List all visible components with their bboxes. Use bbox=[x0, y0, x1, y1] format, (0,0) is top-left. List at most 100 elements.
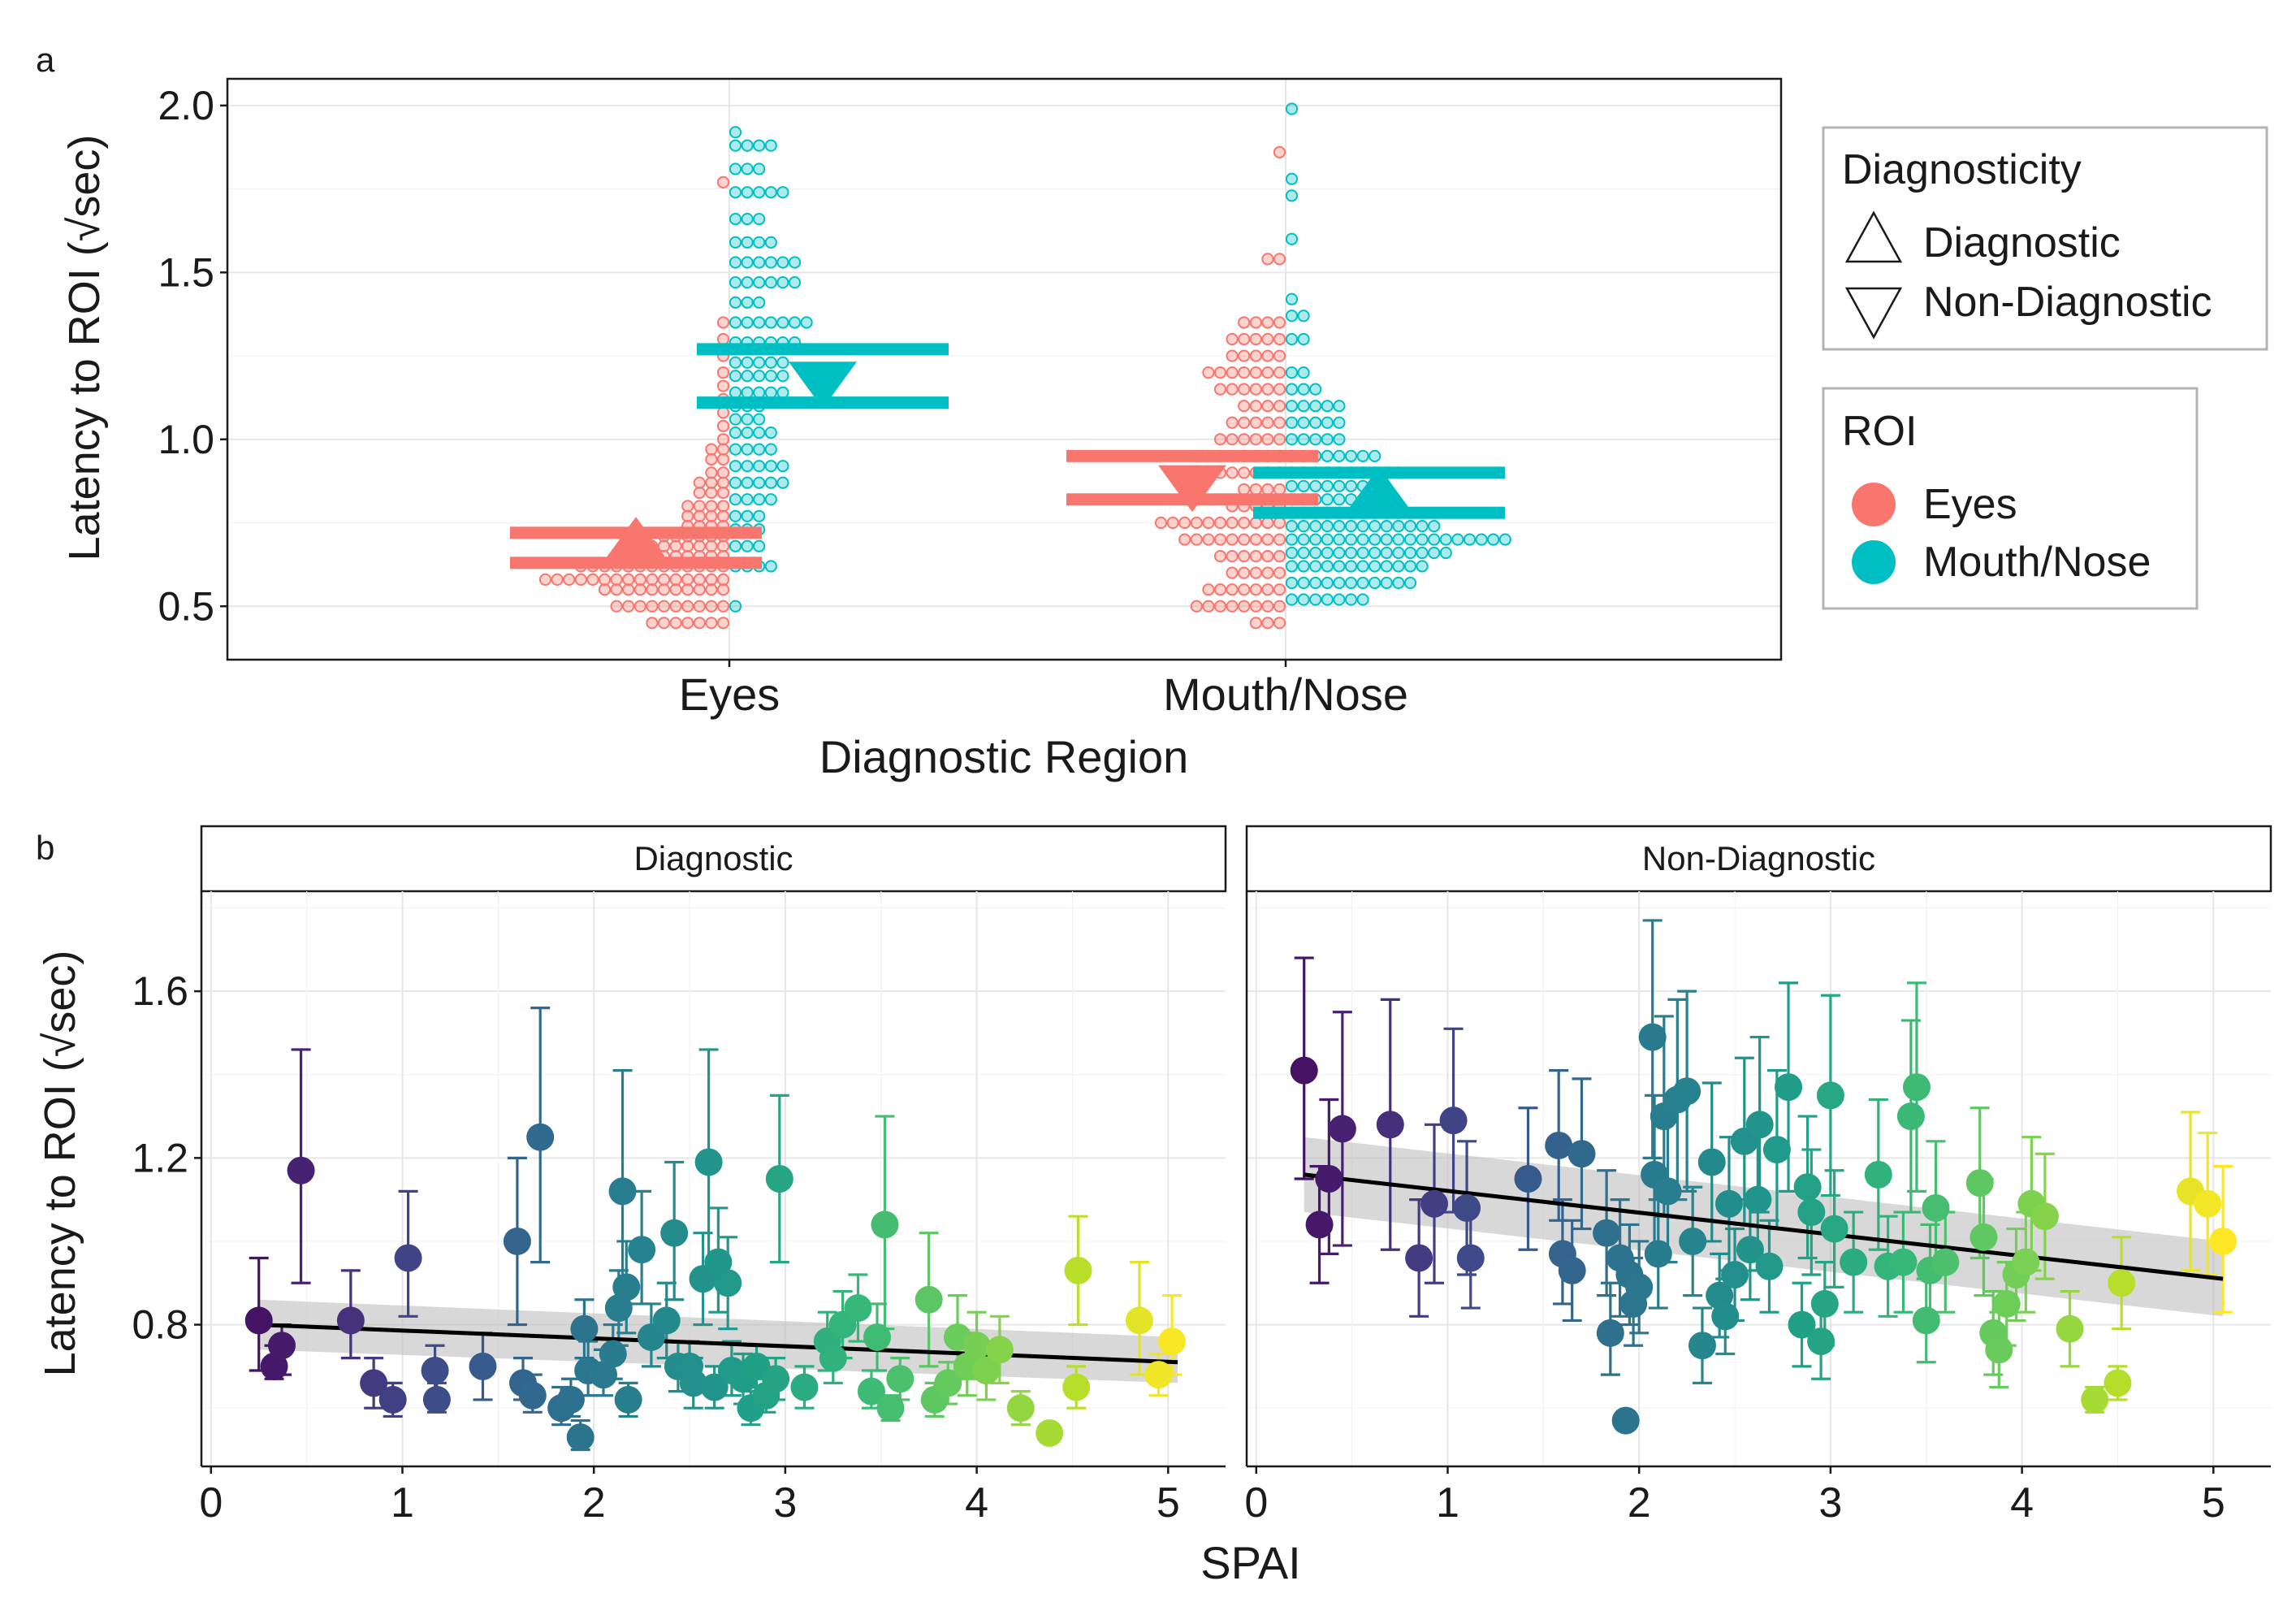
panel-a-dot bbox=[1333, 449, 1346, 462]
legend-roi-title: ROI bbox=[1842, 408, 1917, 455]
panel-a-letter: a bbox=[36, 41, 55, 79]
panel-a-dot bbox=[1403, 560, 1417, 573]
facet-non-diagnostic: Non-Diagnostic bbox=[1245, 825, 2272, 1468]
panel-a-dot bbox=[622, 600, 635, 613]
panel-a-dot bbox=[705, 476, 718, 489]
panel-a-dot bbox=[1285, 416, 1299, 429]
panel-b-x-tick-label: 5 bbox=[1157, 1479, 1180, 1527]
data-point bbox=[876, 1394, 905, 1423]
panel-a-dot bbox=[729, 126, 742, 139]
panel-a-dot bbox=[1226, 600, 1239, 613]
panel-a-dot bbox=[693, 539, 706, 552]
panel-a-dot bbox=[1261, 332, 1274, 346]
panel-a-dot bbox=[1261, 433, 1274, 446]
data-point bbox=[844, 1294, 872, 1323]
panel-a-dot bbox=[741, 186, 754, 199]
panel-b-facets: Diagnostic Non-Diagnostic bbox=[200, 825, 2272, 1468]
panel-a-dot bbox=[716, 500, 730, 513]
panel-a-dot bbox=[1238, 550, 1251, 563]
panel-a-dot bbox=[716, 332, 730, 346]
panel-a-dot bbox=[716, 419, 730, 432]
panel-a-dot bbox=[1285, 172, 1299, 185]
panel-a-dot bbox=[1226, 566, 1239, 579]
panel-a-dot bbox=[788, 276, 802, 289]
data-point bbox=[1896, 1102, 1925, 1131]
panel-a-dot bbox=[1226, 583, 1239, 596]
data-point bbox=[1125, 1306, 1153, 1335]
panel-a-dot bbox=[1356, 576, 1369, 590]
panel-a-dot bbox=[1416, 520, 1429, 533]
panel-a-dot bbox=[1261, 483, 1274, 496]
panel-a-dot bbox=[1297, 576, 1310, 590]
panel-a-x-axis-label: Diagnostic Region bbox=[819, 731, 1188, 782]
panel-a-dot bbox=[1226, 516, 1239, 530]
data-point bbox=[1453, 1193, 1481, 1222]
panel-a-dot bbox=[729, 600, 742, 613]
panel-a-dot bbox=[1202, 583, 1215, 596]
panel-b-x-axis-label: SPAI bbox=[1200, 1537, 1300, 1588]
panel-a-dot bbox=[1285, 433, 1299, 446]
facet-strip-label: Non-Diagnostic bbox=[1642, 839, 1875, 877]
panel-a-dot bbox=[1249, 416, 1262, 429]
panel-a-dot bbox=[1261, 383, 1274, 396]
panel-a-dot bbox=[1416, 560, 1429, 573]
panel-a-dot bbox=[693, 500, 706, 513]
panel-a-dot bbox=[776, 386, 789, 399]
data-point bbox=[336, 1306, 365, 1335]
panel-a-dot bbox=[1261, 600, 1274, 613]
panel-a-dot bbox=[729, 212, 742, 226]
panel-a-dot bbox=[705, 539, 718, 552]
panel-b-x-tick-label: 3 bbox=[1818, 1479, 1842, 1527]
panel-a-dot bbox=[1297, 533, 1310, 546]
data-point bbox=[612, 1273, 641, 1301]
panel-a-dot bbox=[1309, 383, 1322, 396]
data-point bbox=[1762, 1136, 1791, 1164]
panel-a-dot bbox=[1356, 520, 1369, 533]
data-point bbox=[2108, 1269, 2136, 1297]
panel-a-summary-bars bbox=[510, 343, 1505, 569]
panel-a-dot bbox=[1309, 533, 1322, 546]
panel-a-dot bbox=[741, 426, 754, 440]
panel-a-dot bbox=[1333, 400, 1346, 413]
data-point bbox=[2081, 1385, 2109, 1414]
data-point bbox=[421, 1357, 449, 1384]
panel-a-dot bbox=[764, 493, 777, 506]
panel-a-dot bbox=[1249, 566, 1262, 579]
panel-a-dot bbox=[1285, 593, 1299, 606]
panel-a-dot bbox=[563, 573, 576, 586]
panel-a-dot bbox=[729, 539, 742, 552]
panel-a-dot bbox=[716, 617, 730, 630]
data-point bbox=[660, 1219, 689, 1247]
panel-a-dot bbox=[1369, 520, 1381, 533]
data-point bbox=[1062, 1373, 1091, 1401]
legend-diagnosticity-title: Diagnosticity bbox=[1842, 146, 2082, 193]
panel-a-dot bbox=[1285, 560, 1299, 573]
panel-a-dot bbox=[1249, 600, 1262, 613]
panel-a-dot bbox=[669, 600, 682, 613]
panel-a-dot bbox=[1344, 546, 1358, 560]
panel-a-dot bbox=[753, 236, 766, 249]
data-point bbox=[1745, 1111, 1774, 1139]
legend-mouth-nose-label: Mouth/Nose bbox=[1923, 539, 2151, 586]
panel-a-dot bbox=[681, 539, 694, 552]
data-point bbox=[1654, 1177, 1682, 1206]
panel-a-dot bbox=[681, 583, 694, 596]
data-point bbox=[1315, 1165, 1343, 1193]
panel-a-dot bbox=[610, 573, 623, 586]
panel-a-interval-bar bbox=[1066, 449, 1318, 462]
panel-a-dot bbox=[1285, 520, 1299, 533]
panel-a-dot bbox=[1226, 366, 1239, 379]
panel-a-dot bbox=[681, 600, 694, 613]
panel-a-dot bbox=[1273, 583, 1286, 596]
panel-a-dot bbox=[1344, 560, 1358, 573]
panel-a-dot bbox=[716, 600, 730, 613]
panel-a-dot bbox=[764, 139, 777, 152]
panel-a-dot bbox=[1226, 383, 1239, 396]
panel-a-dot bbox=[1333, 576, 1346, 590]
data-point bbox=[1593, 1219, 1621, 1247]
data-point bbox=[1992, 1289, 2021, 1318]
panel-a-dot bbox=[741, 509, 754, 522]
panel-a-dot bbox=[1202, 516, 1215, 530]
panel-a-dot bbox=[1356, 560, 1369, 573]
regression-line bbox=[258, 1323, 1178, 1365]
